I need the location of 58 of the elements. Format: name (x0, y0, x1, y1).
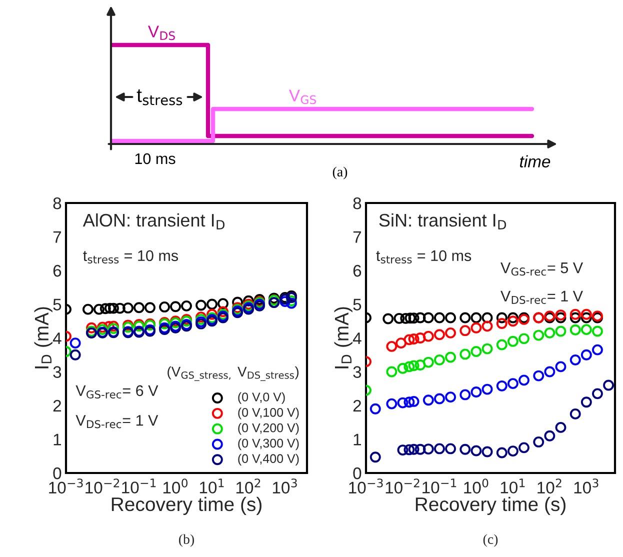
y-tick-label: 4 (352, 332, 362, 344)
y-tick-label: 5 (353, 298, 362, 310)
annotation: V$_{DS-rec}$= 1 V (500, 290, 583, 304)
annotation: V$_{GS-rec}$= 6 V (76, 385, 158, 398)
x-axis-title: Recovery time (s) (416, 496, 566, 515)
annotation: t$_{stress}$ = 10 ms (376, 250, 472, 264)
annotation: V$_{GS-rec}$= 5 V (500, 262, 584, 276)
x-tick-label: 10$^{−3}$ (49, 478, 83, 494)
x-tick-label: 10$^{−1}$ (122, 478, 156, 494)
x-tick-label: 10$^{3}$ (574, 478, 598, 494)
legend-title: (V$_{GS_stress,}$ V$_{DS_stress}$) (168, 366, 299, 381)
text: (a) (332, 166, 348, 180)
y-tick-label: 3 (53, 366, 62, 378)
text: V$_{DS}$ (148, 26, 175, 40)
x-tick-label: 10$^{−1}$ (422, 478, 456, 494)
x-tick-label: 10$^{3}$ (272, 478, 297, 494)
y-tick-label: 4 (52, 332, 62, 344)
y-tick-label: 1 (354, 434, 362, 446)
annotation: SiN: transient I$_{D}$ (379, 213, 506, 230)
text: time (520, 155, 550, 168)
y-tick-label: 6 (53, 264, 62, 277)
y-tick-label: 7 (53, 231, 61, 243)
annotation: V$_{DS-rec}$= 1 V (76, 415, 158, 428)
y-tick-label: 0 (353, 467, 362, 480)
x-axis-title: Recovery time (s) (112, 496, 262, 515)
y-tick-label: 1 (54, 434, 62, 446)
x-tick-label: 10$^{−2}$ (386, 478, 420, 494)
annotation: AlON: transient I$_{D}$ (82, 213, 224, 230)
x-tick-label: 10$^{−3}$ (349, 478, 383, 494)
y-tick-label: 8 (53, 197, 62, 210)
y-tick-label: 2 (53, 400, 61, 412)
text: (b) (179, 534, 194, 547)
y-tick-label: 2 (353, 400, 361, 412)
x-tick-label: 10$^{0}$ (163, 478, 188, 494)
legend-label: (0 V,100 V) (238, 408, 299, 420)
legend-label: (0 V,400 V) (238, 454, 299, 466)
y-axis-title: I$_{D}$ (mA) (34, 307, 52, 368)
x-tick-label: 10$^{2}$ (538, 478, 562, 494)
x-tick-label: 10$^{1}$ (200, 478, 224, 494)
legend-label: (0 V,300 V) (238, 438, 299, 450)
y-tick-label: 3 (353, 366, 362, 378)
x-tick-label: 10$^{0}$ (464, 478, 488, 494)
legend-label: (0 V,0 V) (238, 392, 285, 404)
y-tick-label: 6 (353, 264, 362, 277)
y-axis-title: I$_{D}$ (mA) (334, 307, 352, 368)
text: V$_{GS}$ (288, 90, 316, 104)
legend-label: (0 V,200 V) (238, 423, 299, 435)
x-tick-label: 10$^{2}$ (236, 478, 260, 494)
text: 10 ms (135, 153, 176, 164)
x-tick-label: 10$^{1}$ (500, 478, 525, 494)
annotation: t$_{stress}$ = 10 ms (83, 250, 178, 264)
text: t$_{stress}$ (136, 89, 182, 106)
y-tick-label: 7 (353, 231, 361, 243)
text: (c) (483, 534, 498, 547)
y-tick-label: 5 (53, 298, 62, 310)
x-tick-label: 10$^{−2}$ (86, 478, 120, 494)
y-tick-label: 0 (53, 467, 62, 480)
y-tick-label: 8 (353, 197, 362, 210)
